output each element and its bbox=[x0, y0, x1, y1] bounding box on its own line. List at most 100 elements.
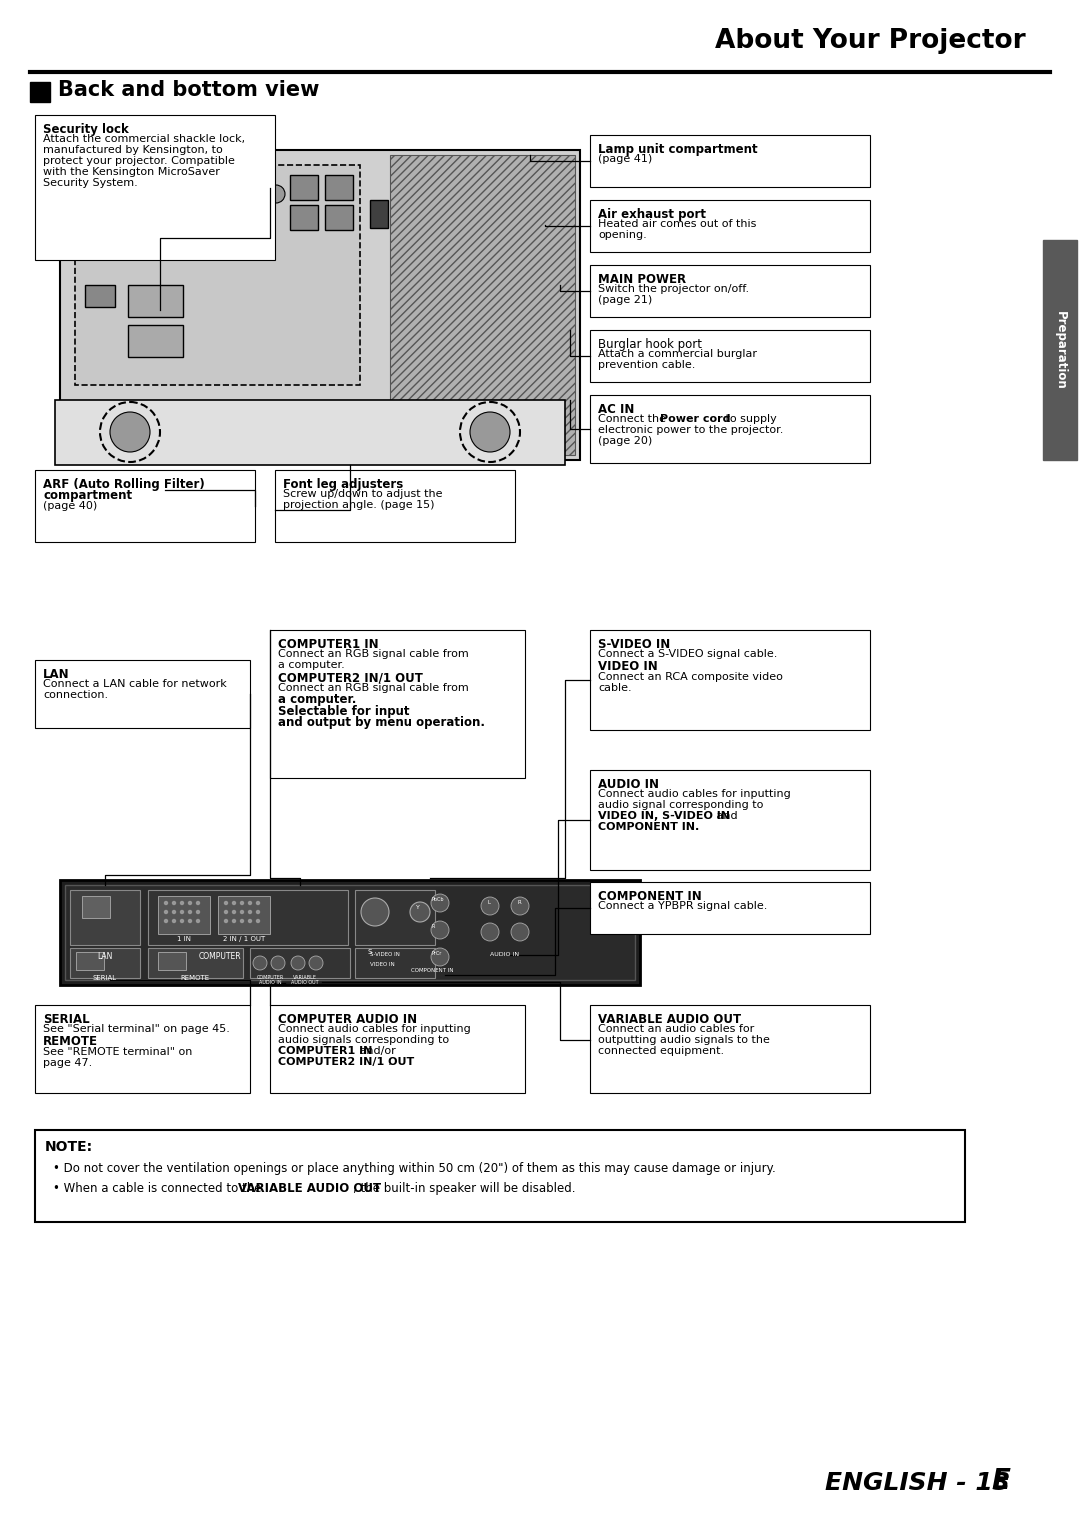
Bar bbox=[291, 205, 318, 231]
Circle shape bbox=[173, 920, 175, 923]
Text: opening.: opening. bbox=[598, 231, 647, 240]
Bar bbox=[85, 176, 120, 203]
Text: Selectable for input: Selectable for input bbox=[278, 704, 409, 718]
Circle shape bbox=[164, 902, 167, 905]
Bar bbox=[60, 150, 580, 460]
Text: VIDEO IN: VIDEO IN bbox=[370, 963, 395, 967]
Circle shape bbox=[511, 923, 529, 941]
Text: a computer.: a computer. bbox=[278, 660, 345, 671]
Bar bbox=[85, 208, 120, 235]
Circle shape bbox=[431, 894, 449, 912]
Bar bbox=[129, 286, 183, 316]
Bar bbox=[355, 889, 435, 944]
Text: COMPUTER: COMPUTER bbox=[199, 952, 241, 961]
Circle shape bbox=[197, 920, 200, 923]
Bar bbox=[249, 947, 350, 978]
Bar bbox=[590, 200, 870, 252]
Text: Attach a commercial burglar: Attach a commercial burglar bbox=[598, 350, 757, 359]
Text: Screw up/down to adjust the: Screw up/down to adjust the bbox=[283, 489, 443, 500]
Circle shape bbox=[241, 911, 243, 914]
Text: .: . bbox=[388, 1057, 392, 1067]
Text: (page 20): (page 20) bbox=[598, 435, 652, 446]
Text: Connect an audio cables for: Connect an audio cables for bbox=[598, 1024, 754, 1034]
Text: S-VIDEO IN: S-VIDEO IN bbox=[598, 639, 671, 651]
Text: Air exhaust port: Air exhaust port bbox=[598, 208, 706, 222]
Text: connected equipment.: connected equipment. bbox=[598, 1047, 724, 1056]
Text: L: L bbox=[487, 900, 490, 905]
Text: About Your Projector: About Your Projector bbox=[715, 28, 1025, 53]
Circle shape bbox=[197, 902, 200, 905]
Text: VARIABLE AUDIO OUT: VARIABLE AUDIO OUT bbox=[598, 1013, 741, 1025]
Bar bbox=[129, 176, 183, 212]
Bar bbox=[218, 895, 270, 934]
Circle shape bbox=[189, 920, 191, 923]
Circle shape bbox=[225, 911, 228, 914]
Bar bbox=[35, 115, 275, 260]
Text: a computer.: a computer. bbox=[278, 694, 361, 706]
Text: Connect a LAN cable for network: Connect a LAN cable for network bbox=[43, 680, 227, 689]
Text: COMPUTER1 IN: COMPUTER1 IN bbox=[278, 639, 379, 651]
Text: and output by menu operation.: and output by menu operation. bbox=[278, 717, 485, 729]
Bar bbox=[325, 205, 353, 231]
Bar bbox=[60, 880, 640, 986]
Circle shape bbox=[267, 185, 285, 203]
Circle shape bbox=[110, 413, 150, 452]
Text: R: R bbox=[517, 900, 521, 905]
Text: and: and bbox=[713, 811, 738, 821]
Bar bbox=[590, 882, 870, 934]
Text: Switch the projector on/off.: Switch the projector on/off. bbox=[598, 284, 750, 295]
Circle shape bbox=[229, 222, 245, 238]
Circle shape bbox=[257, 920, 259, 923]
Circle shape bbox=[257, 902, 259, 905]
Text: protect your projector. Compatible: protect your projector. Compatible bbox=[43, 156, 234, 167]
Circle shape bbox=[251, 222, 267, 238]
Bar bbox=[590, 630, 870, 730]
Text: MAIN POWER: MAIN POWER bbox=[598, 274, 686, 286]
Bar bbox=[148, 947, 243, 978]
Circle shape bbox=[511, 897, 529, 915]
Circle shape bbox=[232, 902, 235, 905]
Bar bbox=[85, 286, 114, 307]
Text: E: E bbox=[991, 1467, 1010, 1494]
Bar bbox=[65, 885, 635, 979]
Text: COMPONENT IN.: COMPONENT IN. bbox=[598, 822, 699, 831]
Text: AUDIO IN: AUDIO IN bbox=[259, 979, 281, 986]
Circle shape bbox=[431, 947, 449, 966]
Text: S: S bbox=[368, 949, 373, 955]
Bar bbox=[148, 889, 348, 944]
Circle shape bbox=[271, 957, 285, 970]
Text: projection angle. (page 15): projection angle. (page 15) bbox=[283, 500, 434, 510]
Circle shape bbox=[257, 911, 259, 914]
Text: SERIAL: SERIAL bbox=[93, 975, 117, 981]
Text: COMPUTER2 IN/1 OUT: COMPUTER2 IN/1 OUT bbox=[278, 1057, 415, 1067]
Text: prevention cable.: prevention cable. bbox=[598, 361, 696, 370]
Bar bbox=[590, 264, 870, 316]
Bar bbox=[55, 400, 565, 465]
Text: AUDIO IN: AUDIO IN bbox=[490, 952, 519, 957]
Circle shape bbox=[361, 898, 389, 926]
Text: AUDIO OUT: AUDIO OUT bbox=[292, 979, 319, 986]
Text: VIDEO IN: VIDEO IN bbox=[598, 660, 658, 674]
Bar bbox=[158, 952, 186, 970]
Text: and/or: and/or bbox=[356, 1047, 395, 1056]
Text: Connect an RGB signal cable from: Connect an RGB signal cable from bbox=[278, 649, 469, 660]
Circle shape bbox=[470, 413, 510, 452]
Bar bbox=[75, 165, 360, 385]
Bar bbox=[129, 325, 183, 358]
Bar bbox=[370, 200, 388, 228]
Text: audio signals corresponding to: audio signals corresponding to bbox=[278, 1036, 449, 1045]
Text: • When a cable is connected to the: • When a cable is connected to the bbox=[53, 1183, 266, 1195]
Text: COMPUTER AUDIO IN: COMPUTER AUDIO IN bbox=[278, 1013, 417, 1025]
Text: COMPUTER: COMPUTER bbox=[256, 975, 284, 979]
Text: REMOTE: REMOTE bbox=[180, 975, 210, 981]
Bar bbox=[35, 1131, 966, 1222]
Bar bbox=[35, 660, 249, 727]
Text: ARF (Auto Rolling Filter): ARF (Auto Rolling Filter) bbox=[43, 478, 205, 490]
Circle shape bbox=[291, 957, 305, 970]
Text: COMPONENT IN: COMPONENT IN bbox=[598, 889, 702, 903]
Bar bbox=[1043, 240, 1077, 460]
Circle shape bbox=[309, 957, 323, 970]
Text: NOTE:: NOTE: bbox=[45, 1140, 93, 1154]
Text: 1 IN: 1 IN bbox=[177, 937, 191, 941]
Circle shape bbox=[164, 920, 167, 923]
